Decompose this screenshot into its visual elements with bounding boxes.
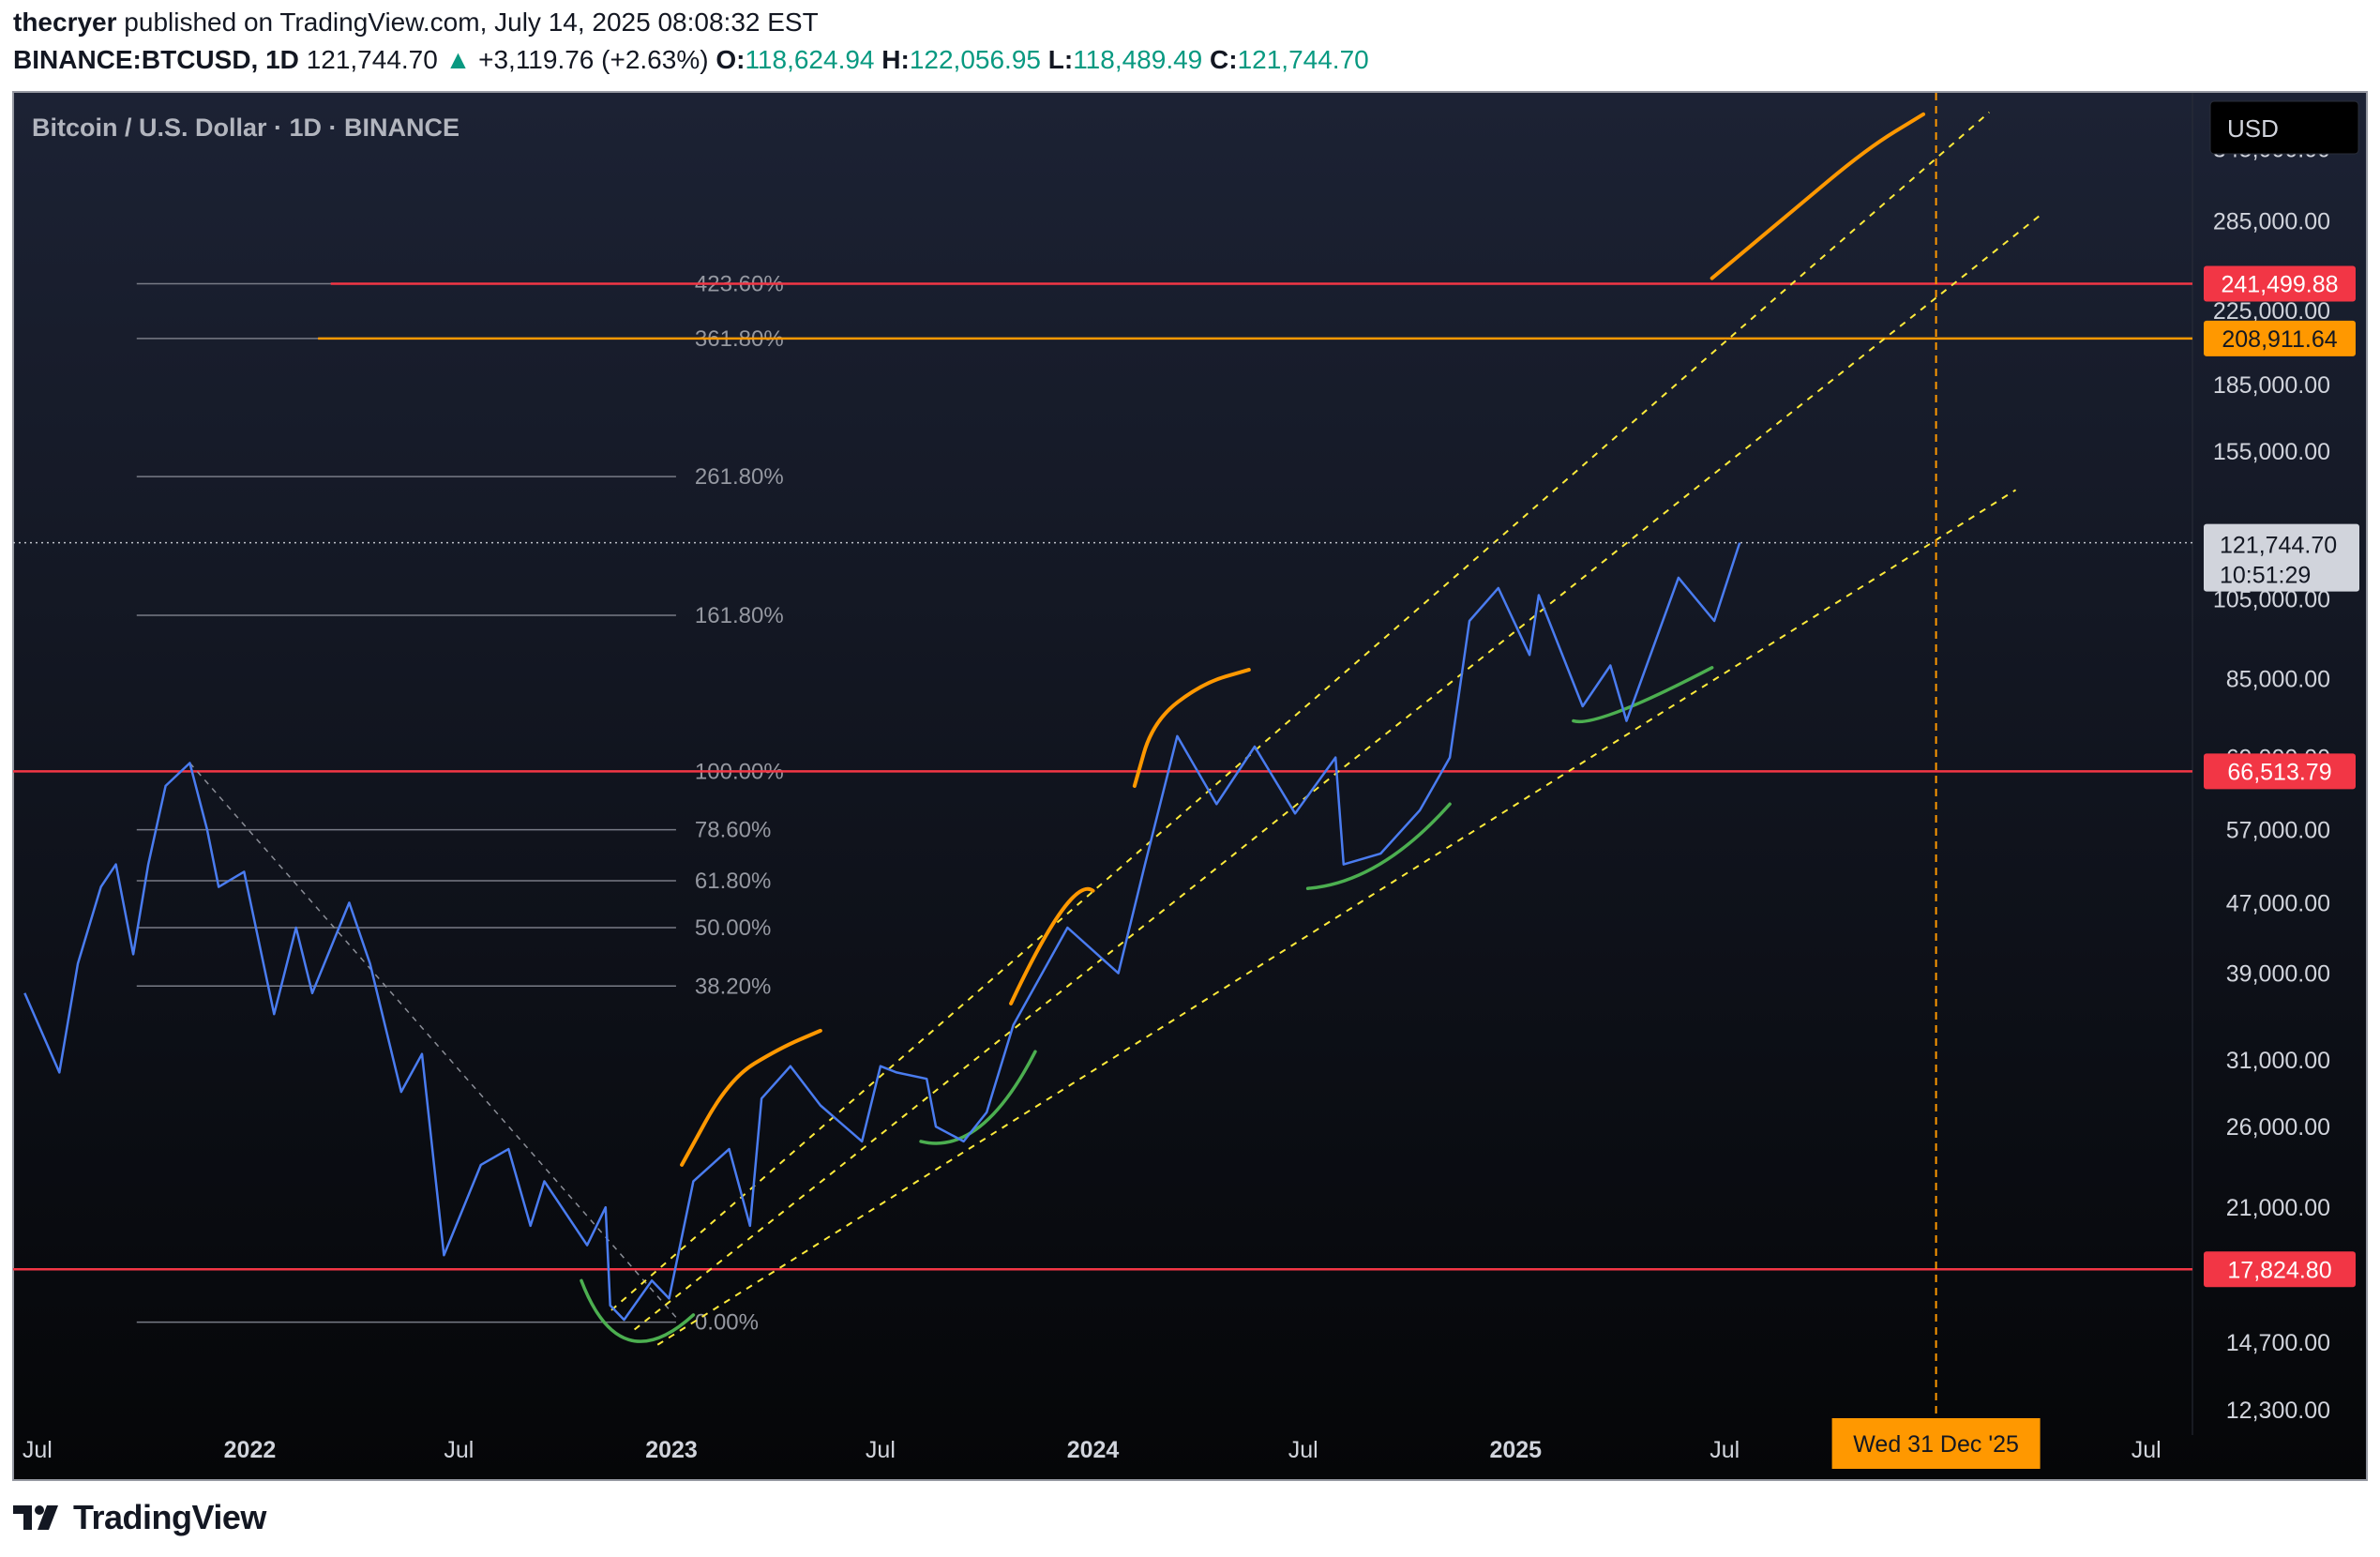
up-arrow-icon: ▲ bbox=[444, 45, 472, 74]
orange-arc bbox=[1009, 886, 1095, 1005]
last-price-countdown: 10:51:29 bbox=[2220, 563, 2311, 589]
currency-button[interactable]: USD bbox=[2209, 100, 2359, 155]
x-tick-label: Jul bbox=[1288, 1437, 1318, 1463]
last-price-tag: 121,744.70 10:51:29 bbox=[2204, 523, 2359, 592]
channel-line bbox=[633, 213, 2042, 1331]
x-tick-label: 2025 bbox=[1489, 1437, 1542, 1463]
last-price-tag-bg bbox=[2204, 523, 2359, 592]
y-tick-label: 285,000.00 bbox=[2213, 209, 2330, 235]
green-arc bbox=[580, 1278, 696, 1343]
orange-arc bbox=[680, 1028, 822, 1167]
y-tick-label: 12,300.00 bbox=[2226, 1398, 2330, 1424]
date-marker-tag-bg bbox=[1831, 1418, 2041, 1469]
green-arc bbox=[1572, 666, 1714, 724]
price-change: +3,119.76 (+2.63%) bbox=[478, 45, 709, 74]
x-tick-label: Jul bbox=[1710, 1437, 1740, 1463]
x-axis-ticks: Jul 2022 Jul 2023 Jul 2024 Jul 2025 Jul Jul bbox=[23, 1437, 2162, 1463]
open-label: O: bbox=[716, 45, 746, 74]
y-tick-label: 39,000.00 bbox=[2226, 961, 2330, 988]
tradingview-wordmark: TradingView bbox=[73, 1498, 266, 1536]
price-tag-label: 208,911.64 bbox=[2222, 326, 2337, 353]
x-tick-label: 2022 bbox=[224, 1437, 277, 1463]
price-tag-bg bbox=[2204, 1251, 2356, 1288]
open-value: 118,624.94 bbox=[745, 45, 875, 74]
x-tick-label: Jul bbox=[444, 1437, 474, 1463]
x-tick-label: Jul bbox=[23, 1437, 53, 1463]
low-value: 118,489.49 bbox=[1073, 45, 1203, 74]
fib-label: 261.80% bbox=[695, 464, 784, 490]
y-tick-label: 57,000.00 bbox=[2226, 818, 2330, 844]
date-marker-tag: Wed 31 Dec '25 bbox=[1831, 1418, 2041, 1469]
published-text: published on TradingView.com, July 14, 2… bbox=[124, 8, 819, 37]
fib-label: 0.00% bbox=[695, 1310, 759, 1336]
fib-label: 38.20% bbox=[695, 974, 771, 999]
y-tick-label: 31,000.00 bbox=[2226, 1048, 2330, 1074]
green-arc bbox=[1305, 802, 1452, 890]
green-arc bbox=[919, 1050, 1037, 1145]
horizontal-price-lines bbox=[13, 282, 2192, 1271]
author-name[interactable]: thecryer bbox=[13, 8, 117, 37]
y-tick-label: 225,000.00 bbox=[2213, 298, 2330, 325]
channel-line bbox=[656, 489, 2017, 1346]
y-tick-label: 47,000.00 bbox=[2226, 890, 2330, 916]
x-tick-label: Jul bbox=[2131, 1437, 2162, 1463]
close-value: 121,744.70 bbox=[1237, 45, 1369, 74]
fib-label: 50.00% bbox=[695, 915, 771, 941]
price-axis-tags: 241,499.88 208,911.64 66,513.79 17,824.80 12… bbox=[2204, 265, 2359, 1288]
price-tag-label: 66,513.79 bbox=[2227, 759, 2331, 785]
price-tag: 66,513.79 bbox=[2204, 753, 2356, 790]
high-label: H: bbox=[881, 45, 910, 74]
currency-button-bg[interactable] bbox=[2209, 100, 2359, 155]
price-series-line bbox=[23, 542, 1741, 1322]
price-tag-bg bbox=[2204, 265, 2356, 302]
price-tag: 17,824.80 bbox=[2204, 1251, 2356, 1288]
price-tag: 208,911.64 bbox=[2204, 320, 2356, 356]
tradingview-logo-icon bbox=[13, 1505, 58, 1530]
close-label: C: bbox=[1210, 45, 1238, 74]
last-price: 121,744.70 bbox=[306, 45, 438, 74]
high-value: 122,056.95 bbox=[909, 45, 1041, 74]
symbol-info-row: BINANCE:BTCUSD, 1D 121,744.70 ▲ +3,119.7… bbox=[13, 45, 1369, 75]
x-tick-label: 2024 bbox=[1067, 1437, 1120, 1463]
price-tag-label: 17,824.80 bbox=[2227, 1257, 2331, 1283]
orange-arc bbox=[1132, 668, 1251, 788]
price-tag-bg bbox=[2204, 320, 2356, 356]
date-marker-label: Wed 31 Dec '25 bbox=[1853, 1431, 2019, 1458]
y-tick-label: 21,000.00 bbox=[2226, 1195, 2330, 1221]
y-tick-label: 14,700.00 bbox=[2226, 1330, 2330, 1356]
channel-line bbox=[610, 111, 1990, 1311]
trend-channel bbox=[188, 111, 2042, 1346]
chart-title: Bitcoin / U.S. Dollar · 1D · BINANCE bbox=[32, 113, 459, 142]
x-tick-label: Jul bbox=[866, 1437, 896, 1463]
y-tick-label: 85,000.00 bbox=[2226, 666, 2330, 692]
price-tag-label: 241,499.88 bbox=[2221, 271, 2338, 297]
orange-arc bbox=[1710, 112, 1926, 280]
fib-label: 161.80% bbox=[695, 603, 784, 628]
footer-brand[interactable]: TradingView bbox=[13, 1497, 266, 1538]
fib-label: 78.60% bbox=[695, 818, 771, 843]
currency-label[interactable]: USD bbox=[2227, 114, 2279, 143]
last-price-tag-value: 121,744.70 bbox=[2220, 533, 2337, 559]
chart-frame bbox=[12, 91, 2368, 1481]
y-tick-label: 26,000.00 bbox=[2226, 1114, 2330, 1141]
publish-info: thecryer published on TradingView.com, J… bbox=[13, 8, 819, 38]
price-tag-bg bbox=[2204, 753, 2356, 790]
symbol-label: BINANCE:BTCUSD, 1D bbox=[13, 45, 299, 74]
arc-annotations bbox=[580, 112, 1926, 1343]
y-tick-label: 185,000.00 bbox=[2213, 372, 2330, 399]
fib-label: 61.80% bbox=[695, 869, 771, 894]
price-tag: 241,499.88 bbox=[2204, 265, 2356, 302]
low-label: L: bbox=[1047, 45, 1074, 74]
y-tick-label: 155,000.00 bbox=[2213, 439, 2330, 465]
x-tick-label: 2023 bbox=[645, 1437, 698, 1463]
